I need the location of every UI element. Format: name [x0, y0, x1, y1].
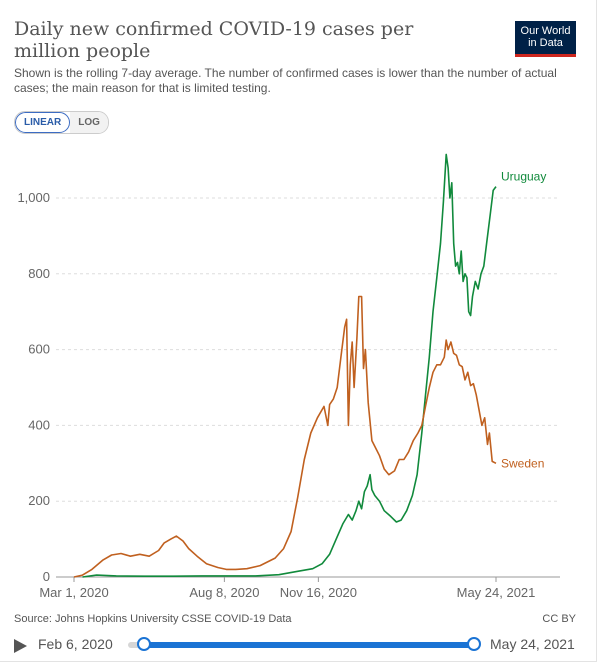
- line-chart: 0 200 400 600 800 1,000 Mar 1, 2020 Aug 8, 2020…: [17, 153, 560, 600]
- y-tick-label: 200: [28, 493, 50, 508]
- timeline-start-label: Feb 6, 2020: [38, 636, 113, 652]
- timeline-end-label: May 24, 2021: [490, 636, 575, 652]
- chart-title: Daily new confirmed COVID-19 cases per m…: [14, 18, 414, 62]
- series-labels: Uruguay Sweden: [501, 170, 546, 471]
- axes: 0 200 400 600 800 1,000 Mar 1, 2020 Aug 8, 2020…: [17, 190, 535, 600]
- owid-logo[interactable]: Our World in Data: [515, 21, 576, 57]
- source-note[interactable]: Source: Johns Hopkins University CSSE CO…: [14, 613, 292, 625]
- series-label-sweden[interactable]: Sweden: [501, 456, 544, 470]
- y-tick-label: 800: [28, 266, 50, 281]
- x-tick-label: May 24, 2021: [457, 585, 536, 600]
- x-tick-label: Nov 16, 2020: [280, 585, 357, 600]
- x-tick-label: Aug 8, 2020: [189, 585, 259, 600]
- log-scale-button[interactable]: LOG: [70, 112, 108, 133]
- y-tick-label: 1,000: [17, 190, 50, 205]
- linear-scale-button[interactable]: LINEAR: [15, 112, 71, 133]
- play-icon[interactable]: [14, 639, 27, 653]
- grid-lines: [56, 197, 560, 578]
- series-line-sweden[interactable]: [73, 295, 497, 578]
- series-label-uruguay[interactable]: Uruguay: [501, 170, 546, 184]
- timeline-slider: Feb 6, 2020 May 24, 2021: [14, 632, 584, 658]
- logo-line-2: in Data: [528, 37, 563, 49]
- timeline-end-handle[interactable]: [467, 637, 481, 651]
- license-note[interactable]: CC BY: [542, 613, 576, 625]
- chart-subtitle: Shown is the rolling 7-day average. The …: [14, 66, 557, 95]
- y-tick-label: 600: [28, 342, 50, 357]
- y-tick-label: 400: [28, 417, 50, 432]
- logo-line-1: Our World: [520, 25, 571, 37]
- series-lines: [73, 153, 497, 578]
- scale-toggle: LINEAR LOG: [14, 111, 109, 134]
- timeline-start-handle[interactable]: [137, 637, 151, 651]
- x-tick-label: Mar 1, 2020: [39, 585, 108, 600]
- timeline-range-fill[interactable]: [144, 642, 474, 648]
- y-tick-label: 0: [43, 569, 50, 584]
- series-line-uruguay[interactable]: [82, 153, 497, 578]
